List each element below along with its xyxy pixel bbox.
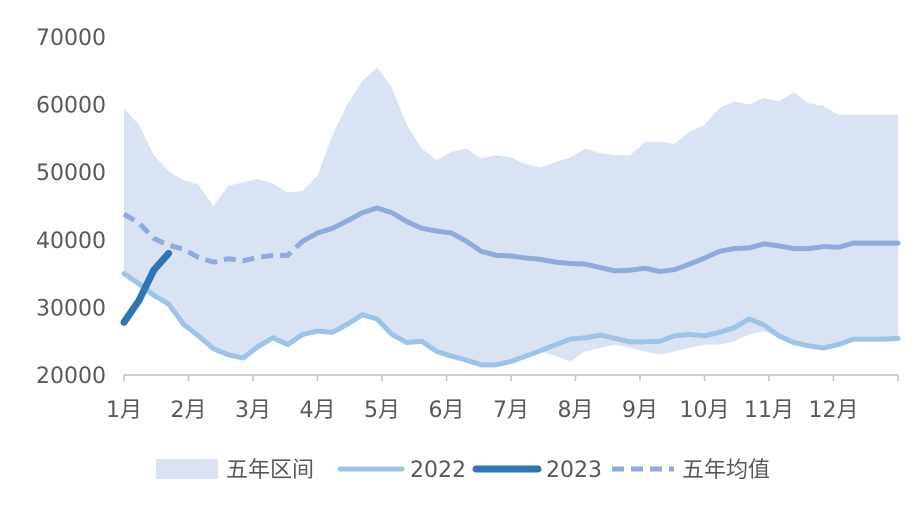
series-2022-line: [121, 271, 901, 368]
x-tick-label: 6月: [429, 398, 465, 423]
x-tick-label: 8月: [558, 398, 594, 423]
x-tick-labels: 1月 2月 3月 4月 5月 6月 7月 8月 9月 10月 11月 12月: [106, 398, 859, 423]
x-tick-label: 12月: [809, 398, 859, 423]
legend-label-2022: 2022: [410, 458, 466, 483]
x-tick-label: 3月: [235, 398, 271, 423]
series-avg-dashed-line: [122, 211, 305, 265]
legend: 五年区间 2022 2023 五年均值: [156, 458, 770, 483]
x-tick-label: 4月: [300, 398, 336, 423]
series-2023-line: [120, 249, 173, 326]
range-band-layer: [124, 67, 898, 365]
y-tick-label: 60000: [36, 94, 106, 119]
y-tick-label: 40000: [36, 229, 106, 254]
series-line-layer: [120, 205, 901, 368]
range-band-area: [124, 67, 898, 365]
x-tick-label: 10月: [680, 398, 730, 423]
x-tick-label: 1月: [106, 398, 142, 423]
y-tick-label: 70000: [36, 26, 106, 51]
x-tick-label: 5月: [364, 398, 400, 423]
x-tick-label: 2月: [171, 398, 207, 423]
y-tick-label: 20000: [36, 364, 106, 389]
x-tick-label: 11月: [744, 398, 794, 423]
series-avg-line: [300, 205, 901, 275]
legend-swatch-band: [156, 459, 218, 479]
y-tick-label: 50000: [36, 161, 106, 186]
legend-label-2023: 2023: [546, 458, 602, 483]
x-tick-label: 7月: [493, 398, 529, 423]
y-tick-label: 30000: [36, 296, 106, 321]
x-tick-label: 9月: [622, 398, 658, 423]
axis-layer: [123, 374, 899, 381]
y-tick-labels: 20000 30000 40000 50000 60000 70000: [36, 26, 106, 389]
legend-label-avg: 五年均值: [682, 458, 770, 483]
legend-label-band: 五年区间: [226, 458, 314, 483]
